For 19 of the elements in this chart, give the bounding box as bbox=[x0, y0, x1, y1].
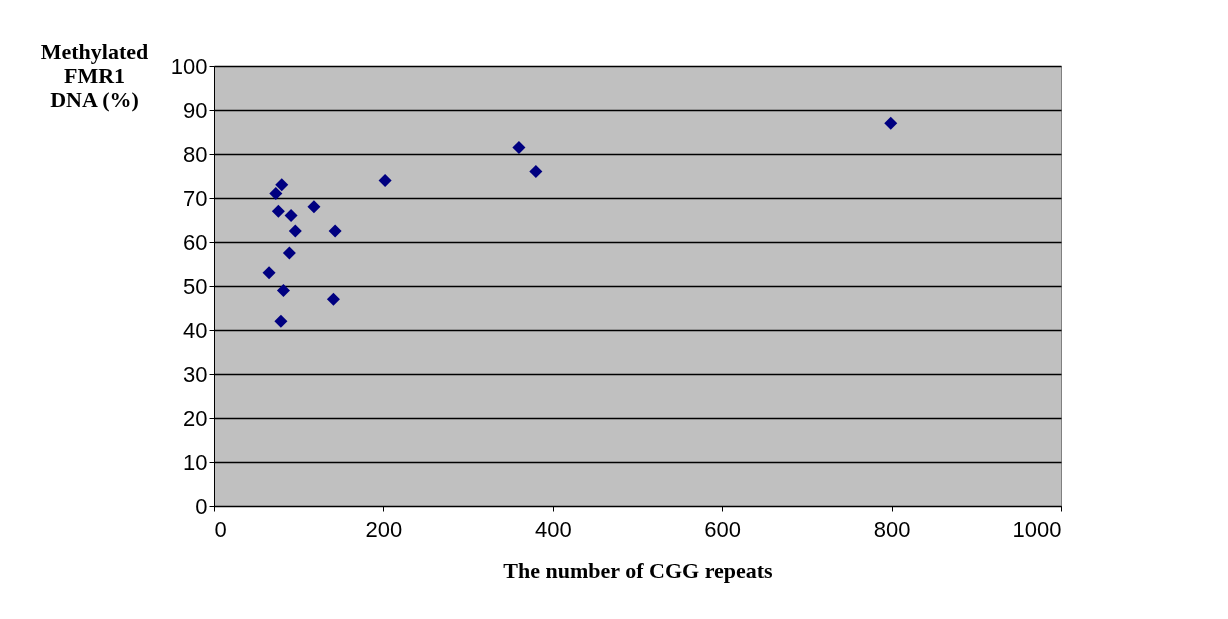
y-tick-label: 40 bbox=[183, 317, 208, 343]
y-tick-label: 80 bbox=[183, 141, 208, 167]
y-tick-label: 0 bbox=[195, 493, 208, 519]
x-tick-label: 0 bbox=[214, 516, 227, 542]
y-tick-label: 90 bbox=[183, 97, 208, 123]
y-tick-label: 70 bbox=[183, 185, 208, 211]
y-tick-label: 100 bbox=[170, 53, 208, 79]
y-tick-label: 20 bbox=[183, 405, 208, 431]
x-tick-label: 1000 bbox=[1012, 516, 1062, 542]
y-tick-label: 60 bbox=[183, 229, 208, 255]
x-tick-label: 800 bbox=[873, 516, 911, 542]
x-axis-title: The number of CGG repeats bbox=[503, 557, 774, 583]
y-tick-label: 30 bbox=[183, 361, 208, 387]
y-axis-title: Methylated FMR1 DNA (%) bbox=[40, 38, 149, 112]
x-tick-label: 200 bbox=[365, 516, 403, 542]
y-tick-label: 10 bbox=[183, 449, 208, 475]
x-tick-label: 400 bbox=[534, 516, 572, 542]
x-tick-label: 600 bbox=[704, 516, 742, 542]
y-tick-label: 50 bbox=[183, 273, 208, 299]
